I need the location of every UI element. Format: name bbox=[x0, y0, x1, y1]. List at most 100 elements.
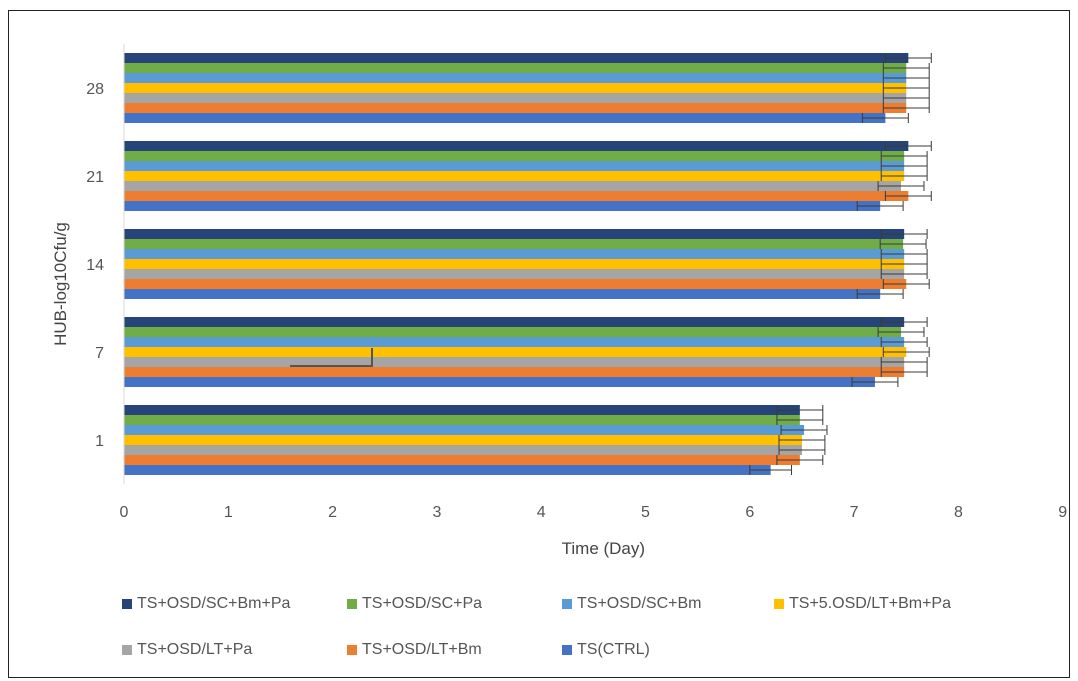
error-bar bbox=[749, 465, 793, 475]
error-bar bbox=[776, 405, 824, 415]
legend-swatch bbox=[347, 599, 357, 609]
error-bar bbox=[776, 415, 824, 425]
bar bbox=[124, 249, 905, 259]
error-bar bbox=[880, 269, 928, 279]
bar bbox=[124, 327, 902, 337]
bar-chart: 0 1 2 3 4 5 6 7 8 9 1 7 14 21 28 Time (Day) HUB-log10… bbox=[51, 44, 1068, 558]
bar bbox=[124, 259, 905, 269]
bar bbox=[124, 367, 905, 377]
legend-swatch bbox=[562, 645, 572, 655]
x-tick-label: 6 bbox=[745, 504, 754, 521]
error-bar bbox=[778, 435, 826, 445]
error-bar bbox=[884, 53, 932, 63]
error-bar bbox=[880, 317, 928, 327]
bar bbox=[124, 445, 802, 455]
bar bbox=[124, 455, 800, 465]
legend-label: TS+OSD/SC+Bm+Pa bbox=[137, 595, 291, 612]
error-bar bbox=[882, 63, 930, 73]
bar bbox=[124, 377, 875, 387]
error-bar bbox=[880, 249, 928, 259]
error-bar bbox=[880, 171, 928, 181]
error-bar bbox=[880, 259, 928, 269]
error-bar bbox=[880, 161, 928, 171]
legend-label: TS+OSD/LT+Bm bbox=[362, 641, 482, 658]
bar bbox=[124, 229, 905, 239]
bar bbox=[124, 465, 771, 475]
x-axis-title: Time (Day) bbox=[562, 539, 645, 558]
error-bar bbox=[880, 357, 928, 367]
error-bar bbox=[778, 445, 826, 455]
error-bar bbox=[880, 367, 928, 377]
error-bar bbox=[880, 151, 928, 161]
legend-label: TS+OSD/SC+Bm bbox=[577, 595, 702, 612]
bar bbox=[124, 181, 902, 191]
bar bbox=[124, 425, 805, 435]
bar bbox=[124, 161, 905, 171]
error-bar bbox=[882, 103, 930, 113]
error-bar bbox=[856, 289, 904, 299]
error-bar bbox=[851, 377, 899, 387]
stray-line-artifact bbox=[290, 348, 373, 367]
bar bbox=[124, 53, 909, 63]
y-tick-label: 1 bbox=[95, 433, 104, 450]
bar bbox=[124, 239, 904, 249]
error-bar bbox=[856, 201, 904, 211]
legend-label: TS(CTRL) bbox=[577, 641, 650, 658]
bar bbox=[124, 405, 800, 415]
legend-item: TS+OSD/LT+Pa bbox=[122, 641, 252, 659]
bar bbox=[124, 151, 905, 161]
error-bars-layer bbox=[749, 53, 932, 475]
bar bbox=[124, 317, 905, 327]
bar bbox=[124, 347, 907, 357]
bar bbox=[124, 357, 905, 367]
legend-swatch bbox=[347, 645, 357, 655]
y-tick-label: 28 bbox=[86, 81, 104, 98]
error-bar bbox=[877, 327, 925, 337]
bar bbox=[124, 113, 886, 123]
error-bar bbox=[882, 83, 930, 93]
y-axis-title: HUB-log10Cfu/g bbox=[51, 222, 70, 346]
x-tick-label: 4 bbox=[537, 504, 546, 521]
legend-item: TS+OSD/LT+Bm bbox=[347, 641, 482, 659]
error-bar bbox=[880, 229, 928, 239]
bar bbox=[124, 103, 907, 113]
x-tick-label: 8 bbox=[954, 504, 963, 521]
legend-item: TS+OSD/SC+Bm+Pa bbox=[122, 595, 290, 613]
legend-item: TS+OSD/SC+Bm bbox=[562, 595, 701, 613]
x-tick-label: 2 bbox=[328, 504, 337, 521]
x-tick-label: 5 bbox=[641, 504, 650, 521]
legend-swatch bbox=[562, 599, 572, 609]
legend-label: TS+OSD/LT+Pa bbox=[137, 641, 253, 658]
y-tick-label: 14 bbox=[86, 257, 104, 274]
error-bar bbox=[882, 93, 930, 103]
error-bar bbox=[884, 191, 932, 201]
x-tick-label: 1 bbox=[224, 504, 233, 521]
bar bbox=[124, 93, 907, 103]
bar bbox=[124, 337, 905, 347]
y-tick-label: 7 bbox=[95, 345, 104, 362]
bar bbox=[124, 289, 881, 299]
x-tick-labels: 0 1 2 3 4 5 6 7 8 9 bbox=[120, 504, 1068, 521]
legend-item: TS(CTRL) bbox=[562, 641, 650, 659]
error-bar bbox=[780, 425, 828, 435]
error-bar bbox=[879, 239, 927, 249]
x-tick-label: 3 bbox=[432, 504, 441, 521]
bar bbox=[124, 63, 907, 73]
bars-layer bbox=[124, 53, 909, 475]
legend-item: TS+OSD/SC+Pa bbox=[347, 595, 482, 613]
bar bbox=[124, 415, 800, 425]
error-bar bbox=[882, 73, 930, 83]
bar bbox=[124, 279, 907, 289]
legend-item: TS+5.OSD/LT+Bm+Pa bbox=[774, 595, 951, 613]
error-bar bbox=[776, 455, 824, 465]
legend-swatch bbox=[122, 599, 132, 609]
x-tick-label: 9 bbox=[1058, 504, 1067, 521]
bar bbox=[124, 83, 907, 93]
bar bbox=[124, 201, 881, 211]
x-tick-label: 0 bbox=[120, 504, 129, 521]
error-bar bbox=[884, 141, 932, 151]
error-bar bbox=[861, 113, 909, 123]
legend-swatch bbox=[774, 599, 784, 609]
x-tick-label: 7 bbox=[850, 504, 859, 521]
error-bar bbox=[880, 337, 928, 347]
